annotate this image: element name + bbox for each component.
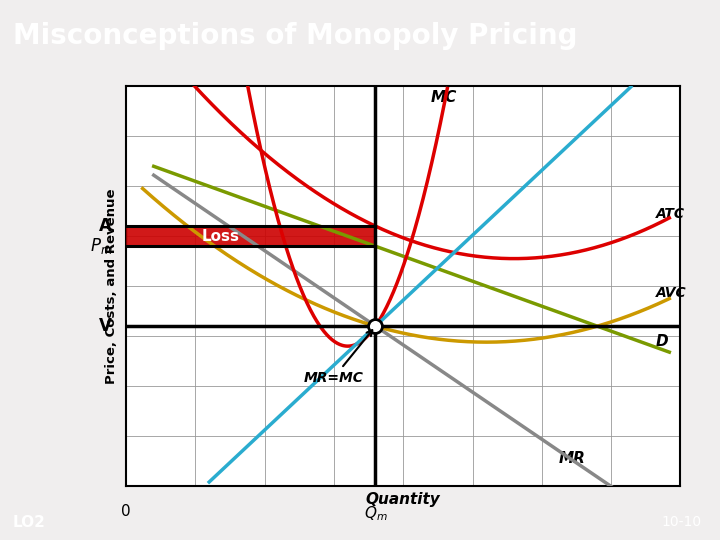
Text: A: A [99, 217, 112, 235]
Text: $P_m$: $P_m$ [89, 236, 112, 256]
Text: ATC: ATC [655, 207, 685, 221]
Text: 0: 0 [121, 504, 131, 519]
Text: D: D [655, 334, 668, 349]
Text: $Q_m$: $Q_m$ [364, 504, 387, 523]
Text: Misconceptions of Monopoly Pricing: Misconceptions of Monopoly Pricing [13, 23, 577, 50]
Text: Loss: Loss [202, 229, 240, 244]
Bar [126, 226, 376, 246]
Text: AVC: AVC [655, 286, 686, 300]
X-axis label: Quantity: Quantity [366, 491, 441, 507]
Text: LO2: LO2 [13, 515, 46, 530]
Text: 10-10: 10-10 [662, 516, 702, 529]
Text: MC: MC [431, 90, 457, 105]
Text: V: V [99, 317, 112, 335]
Y-axis label: Price, Costs, and Revenue: Price, Costs, and Revenue [104, 188, 117, 384]
Text: MR: MR [559, 450, 585, 465]
Text: MR=MC: MR=MC [303, 330, 372, 385]
